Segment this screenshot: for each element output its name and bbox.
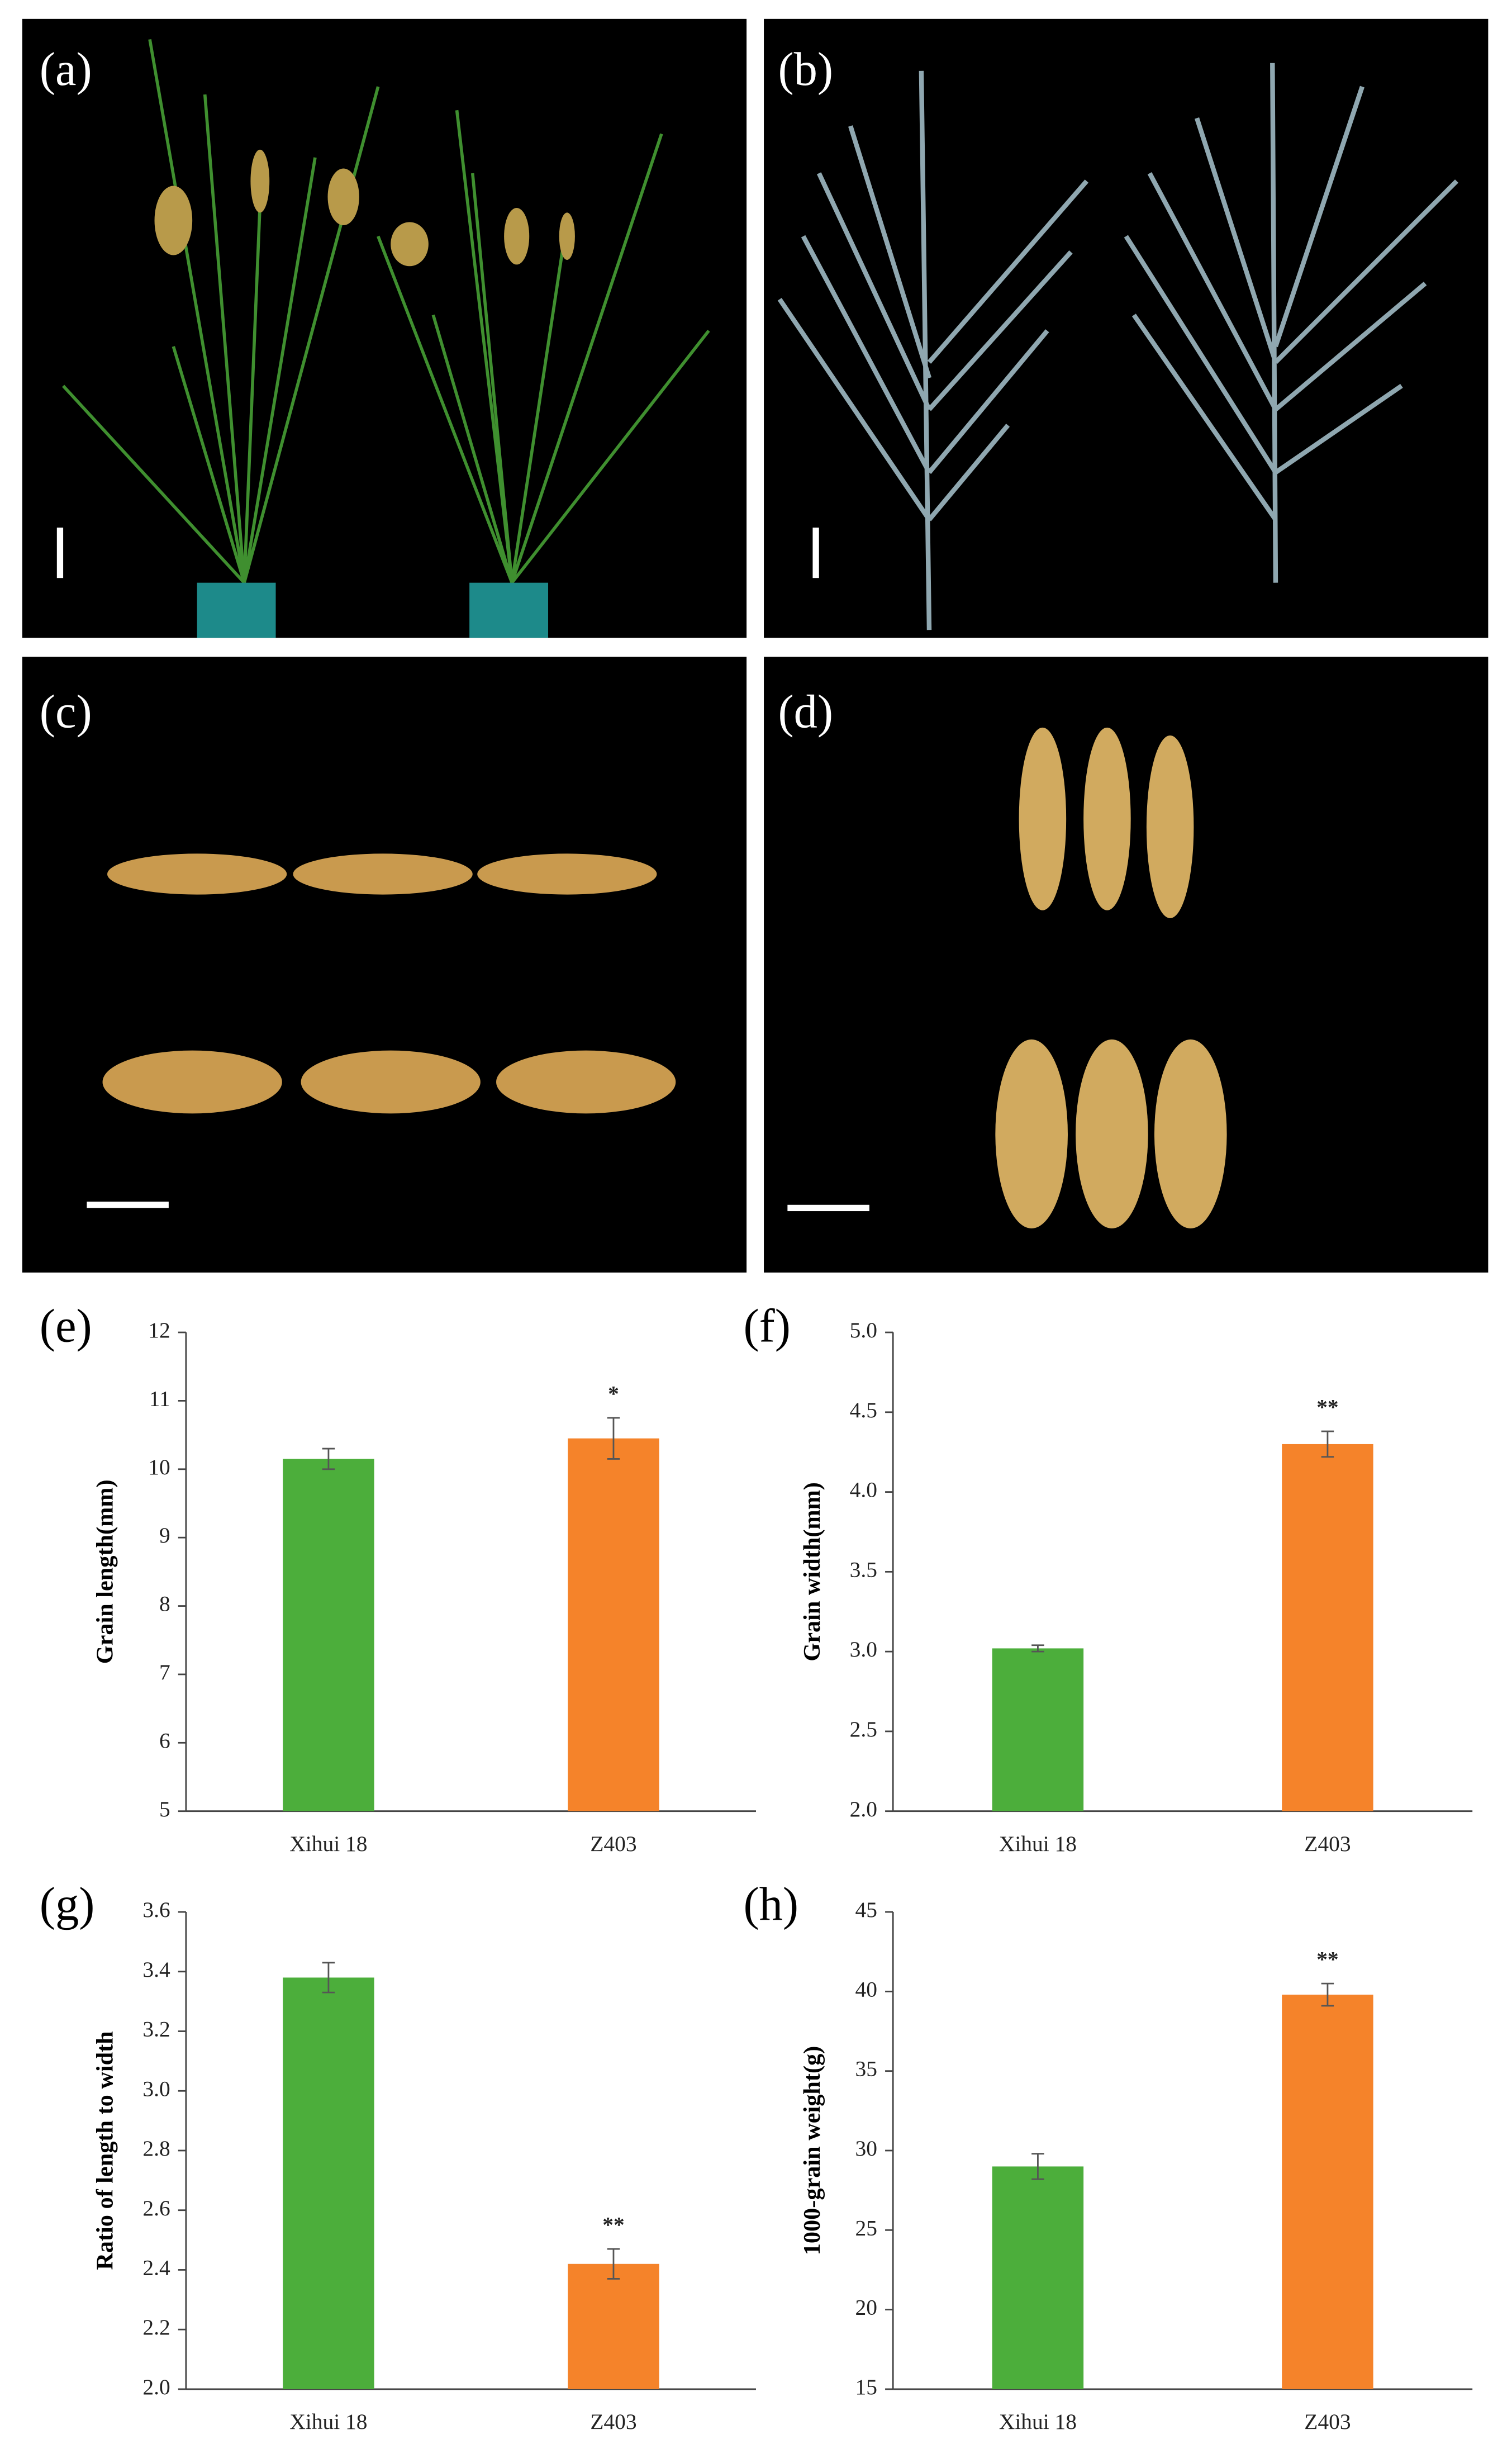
photo-b <box>764 18 1489 638</box>
y-tick-label: 2.4 <box>142 2255 170 2280</box>
x-tick-label: Z403 <box>1304 1831 1351 1856</box>
error-bar <box>1321 1982 1334 2007</box>
panel-label: (e) <box>40 1301 92 1352</box>
significance: ** <box>1316 1395 1338 1420</box>
x-tick-label: Xihui 18 <box>999 1831 1077 1856</box>
y-tick-label: 3.4 <box>142 1957 170 1982</box>
y-tick-label: 3.2 <box>142 2017 170 2042</box>
y-tick-label: 2.0 <box>142 2375 170 2399</box>
panel-label: (d) <box>778 686 833 738</box>
y-tick-label: 2.2 <box>142 2315 170 2339</box>
y-tick-label: 35 <box>855 2057 877 2081</box>
y-tick-label: 12 <box>148 1318 170 1342</box>
panel-label: (b) <box>778 44 833 96</box>
x-tick-label: Z403 <box>1304 2409 1351 2434</box>
y-tick-label: 10 <box>148 1455 170 1479</box>
panel-label: (g) <box>40 1878 95 1930</box>
error-bar <box>322 1962 335 1994</box>
bar <box>283 1459 374 1811</box>
y-axis-title: Ratio of length to width <box>92 2031 118 2270</box>
error-bar <box>607 2248 620 2280</box>
y-tick-label: 2.8 <box>142 2136 170 2161</box>
y-tick-label: 3.5 <box>850 1557 877 1582</box>
panel-label: (a) <box>40 44 92 96</box>
y-tick-label: 45 <box>855 1897 877 1922</box>
error-bar <box>1031 1644 1044 1653</box>
y-tick-label: 5.0 <box>850 1318 877 1342</box>
significance: ** <box>1316 1947 1338 1972</box>
y-tick-label: 2.0 <box>850 1797 877 1821</box>
y-tick-label: 7 <box>159 1660 170 1684</box>
y-tick-label: 2.5 <box>850 1717 877 1741</box>
y-tick-label: 3.0 <box>850 1637 877 1662</box>
y-tick-label: 9 <box>159 1523 170 1548</box>
x-tick-label: Xihui 18 <box>289 2409 367 2434</box>
y-tick-label: 25 <box>855 2215 877 2240</box>
error-bar <box>1321 1430 1334 1458</box>
y-axis-title: 1000-grain weight(g) <box>799 2046 825 2255</box>
y-tick-label: 11 <box>149 1386 170 1411</box>
x-tick-label: Z403 <box>590 2409 636 2434</box>
panel-label: (f) <box>743 1301 790 1352</box>
photo-d <box>764 657 1489 1273</box>
bar <box>1282 1995 1373 2389</box>
panel-label: (c) <box>40 686 92 738</box>
photo-a <box>22 18 747 638</box>
y-tick-label: 8 <box>159 1592 170 1616</box>
error-bar <box>1031 2153 1044 2180</box>
y-tick-label: 3.6 <box>142 1897 170 1922</box>
bar <box>283 1977 374 2389</box>
significance: ** <box>602 2213 624 2237</box>
x-tick-label: Xihui 18 <box>289 1831 367 1856</box>
bar <box>568 1438 659 1811</box>
y-tick-label: 5 <box>159 1797 170 1821</box>
y-tick-label: 2.6 <box>142 2196 170 2220</box>
y-tick-label: 4.5 <box>850 1398 877 1422</box>
significance: * <box>608 1382 619 1406</box>
bar <box>568 2263 659 2389</box>
bar <box>992 2166 1084 2389</box>
bar <box>1282 1444 1373 1811</box>
panel-label: (h) <box>743 1878 798 1930</box>
y-tick-label: 40 <box>855 1977 877 2001</box>
error-bar <box>322 1447 335 1470</box>
photo-c <box>22 657 747 1273</box>
y-tick-label: 20 <box>855 2295 877 2320</box>
x-tick-label: Xihui 18 <box>999 2409 1077 2434</box>
x-tick-label: Z403 <box>590 1831 636 1856</box>
y-tick-label: 15 <box>855 2375 877 2399</box>
bar <box>992 1648 1084 1811</box>
y-tick-label: 6 <box>159 1728 170 1753</box>
error-bar <box>607 1417 620 1460</box>
y-tick-label: 4.0 <box>850 1478 877 1502</box>
y-tick-label: 3.0 <box>142 2076 170 2101</box>
y-axis-title: Grain length(mm) <box>92 1479 118 1664</box>
y-tick-label: 30 <box>855 2136 877 2161</box>
y-axis-title: Grain width(mm) <box>799 1482 825 1662</box>
